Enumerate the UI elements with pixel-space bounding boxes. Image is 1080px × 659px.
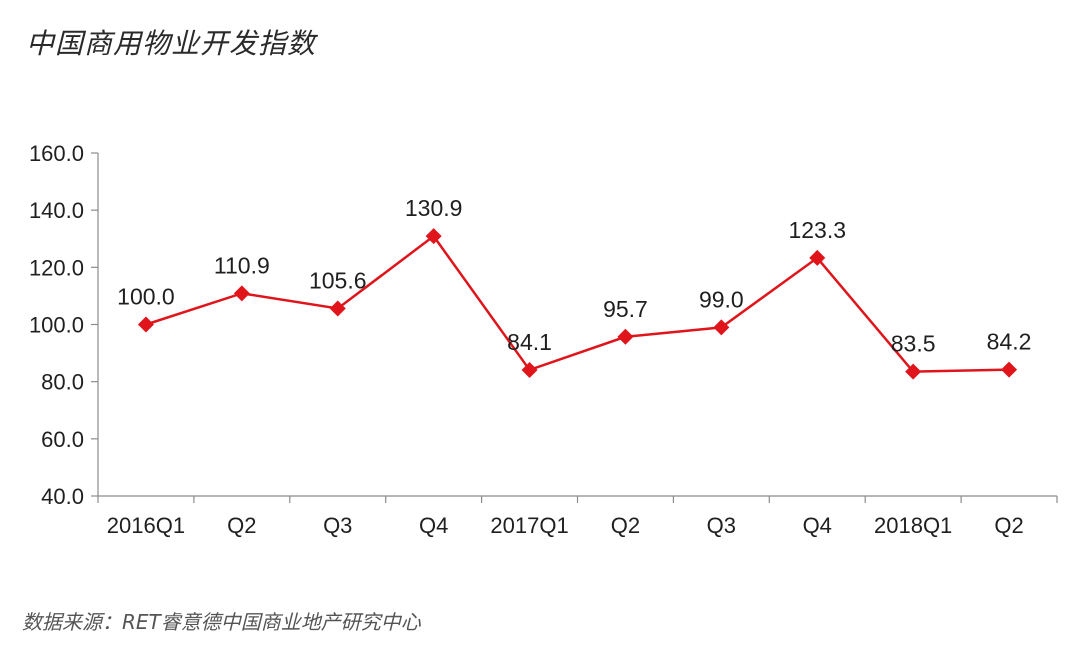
y-tick-label: 60.0 [41, 427, 84, 452]
data-label: 95.7 [603, 296, 648, 322]
series-line [145, 234, 1010, 373]
x-tick-label: Q2 [611, 513, 640, 538]
data-label: 84.2 [987, 329, 1032, 355]
data-label: 130.9 [405, 195, 463, 221]
x-tick-label: Q4 [803, 513, 832, 538]
data-labels-group: 100.0 110.9 105.6 130.9 84.1 95.7 99.0 123.3 83.… [117, 195, 1031, 356]
x-tick-label: 2017Q1 [490, 513, 568, 538]
x-tick-label: Q2 [994, 513, 1023, 538]
data-label: 84.1 [507, 329, 552, 355]
x-tick-label: 2016Q1 [107, 513, 185, 538]
data-point-marker [809, 249, 826, 266]
axes: 40.0 60.0 80.0 100.0 120.0 140.0 160.0 2016Q1 Q2… [29, 141, 1058, 538]
data-point-marker [905, 363, 922, 380]
chart-title: 中国商用物业开发指数 [26, 27, 317, 60]
line-chart: 40.0 60.0 80.0 100.0 120.0 140.0 160.0 2016Q1 Q2… [29, 141, 1058, 538]
data-point-marker [521, 361, 538, 378]
data-label: 83.5 [891, 331, 936, 357]
data-label: 100.0 [117, 284, 175, 310]
y-tick-label: 140.0 [29, 198, 84, 223]
data-label: 99.0 [699, 286, 744, 312]
data-label: 105.6 [309, 267, 367, 293]
x-tick-label: Q3 [707, 513, 736, 538]
data-point-marker [329, 300, 346, 317]
y-tick-label: 160.0 [29, 141, 84, 166]
y-tick-label: 40.0 [41, 484, 84, 509]
data-point-marker [713, 319, 730, 336]
x-tick-label: 2018Q1 [874, 513, 952, 538]
data-label: 110.9 [214, 252, 270, 278]
data-point-marker [137, 316, 154, 333]
y-tick-label: 80.0 [41, 370, 84, 395]
source-note: 数据来源：RET睿意德中国商业地产研究中心 [22, 610, 421, 634]
y-tick-label: 120.0 [29, 255, 84, 280]
data-point-marker [617, 328, 634, 345]
data-label: 123.3 [788, 217, 846, 243]
x-tick-label: Q2 [227, 513, 256, 538]
data-point-marker [425, 228, 442, 245]
x-tick-label: Q3 [323, 513, 352, 538]
data-point-marker [233, 285, 250, 302]
y-tick-label: 100.0 [29, 313, 84, 338]
x-tick-label: Q4 [419, 513, 448, 538]
data-point-marker [1001, 361, 1018, 378]
series-group [137, 228, 1018, 380]
